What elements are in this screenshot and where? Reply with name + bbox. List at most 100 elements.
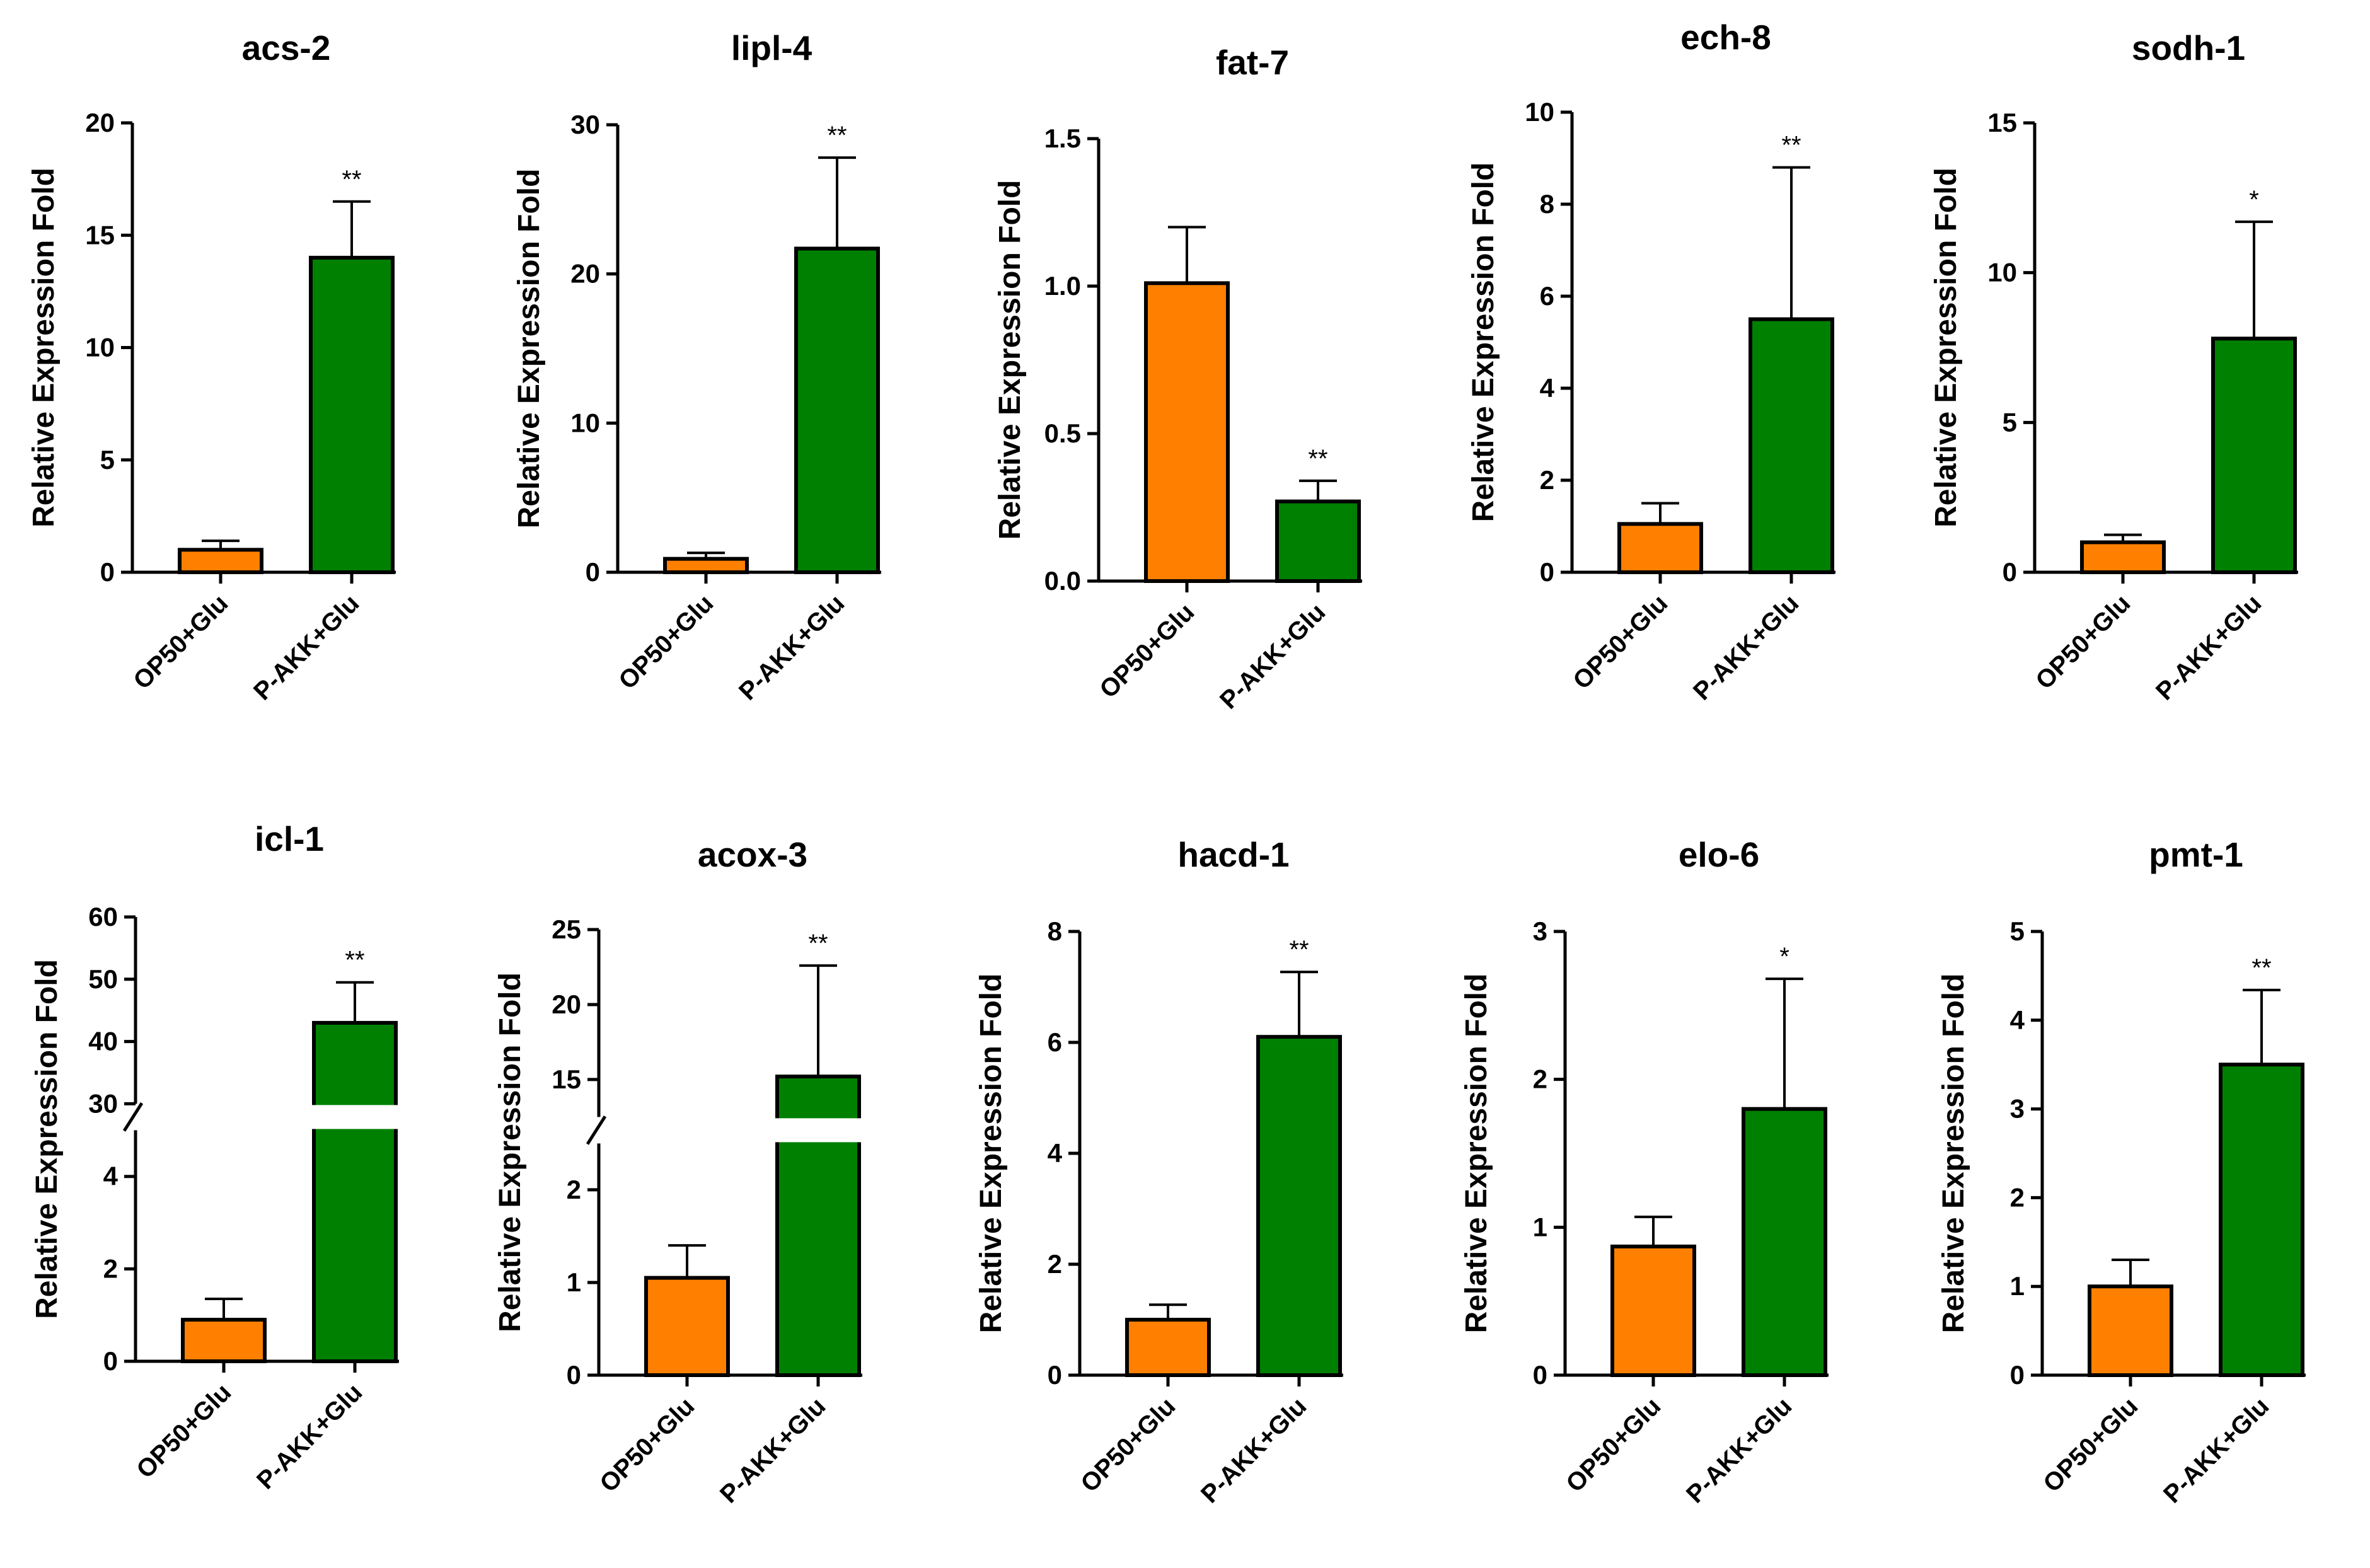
y-tick-label: 15 bbox=[552, 1064, 581, 1094]
y-tick-label: 0.5 bbox=[1044, 418, 1081, 448]
bar-p-akk-glu bbox=[312, 1020, 398, 1363]
y-tick-label: 0 bbox=[103, 1346, 118, 1376]
y-tick-label: 0.0 bbox=[1044, 566, 1081, 596]
y-tick-label: 1 bbox=[1533, 1212, 1547, 1242]
chart-title: hacd-1 bbox=[1177, 835, 1289, 874]
y-tick-label: 3 bbox=[2010, 1094, 2025, 1124]
x-tick-label: OP50+Glu bbox=[594, 1392, 700, 1497]
y-tick-label: 8 bbox=[1540, 189, 1554, 219]
bar-p-akk-glu bbox=[794, 246, 880, 574]
x-tick-label: P-AKK+Glu bbox=[1196, 1392, 1312, 1508]
x-tick-label: OP50+Glu bbox=[2038, 1392, 2143, 1497]
y-tick-label: 2 bbox=[567, 1175, 581, 1204]
x-tick-label: P-AKK+Glu bbox=[1681, 1392, 1797, 1508]
bar-op50-glu bbox=[1617, 522, 1703, 574]
y-tick-label: 0 bbox=[2010, 1360, 2025, 1390]
bar-p-akk-glu bbox=[2219, 1063, 2304, 1377]
axis-break-mark bbox=[122, 1102, 144, 1132]
bar-p-akk-glu bbox=[1275, 499, 1361, 584]
axis-break-mark bbox=[586, 1115, 607, 1145]
y-tick-label: 10 bbox=[1525, 97, 1554, 127]
y-tick-label: 8 bbox=[1048, 916, 1062, 946]
y-tick-label: 60 bbox=[88, 902, 118, 931]
x-tick-label: P-AKK+Glu bbox=[715, 1392, 831, 1508]
x-tick-label: P-AKK+Glu bbox=[251, 1378, 367, 1494]
bar-p-akk-glu bbox=[1256, 1035, 1342, 1377]
x-tick-label: OP50+Glu bbox=[1094, 598, 1199, 703]
y-tick-label: 0 bbox=[586, 557, 600, 587]
bar-op50-glu bbox=[663, 556, 749, 575]
y-axis-label: Relative Expression Fold bbox=[1937, 974, 1970, 1334]
x-tick-label: OP50+Glu bbox=[613, 589, 719, 695]
y-tick-label: 1 bbox=[2010, 1271, 2025, 1301]
y-tick-label: 3 bbox=[1533, 916, 1547, 946]
bar-p-akk-glu bbox=[1749, 317, 1834, 574]
significance-marker: ** bbox=[1308, 445, 1327, 473]
chart-title: ech-8 bbox=[1680, 18, 1771, 57]
x-tick-label: OP50+Glu bbox=[128, 589, 233, 695]
significance-marker: ** bbox=[1289, 936, 1309, 964]
x-tick-label: P-AKK+Glu bbox=[734, 589, 850, 705]
y-axis-label: Relative Expression Fold bbox=[512, 169, 546, 529]
y-tick-label: 20 bbox=[85, 108, 115, 137]
y-axis-label: Relative Expression Fold bbox=[27, 168, 61, 527]
x-tick-label: P-AKK+Glu bbox=[1215, 598, 1331, 714]
chart-title: acox-3 bbox=[698, 835, 807, 874]
significance-marker: * bbox=[1779, 943, 1789, 971]
significance-marker: ** bbox=[827, 122, 847, 149]
x-tick-label: OP50+Glu bbox=[1075, 1392, 1181, 1497]
bar-op50-glu bbox=[1610, 1244, 1696, 1377]
y-tick-label: 30 bbox=[570, 110, 600, 139]
y-tick-label: 0 bbox=[567, 1360, 581, 1390]
y-axis-label: Relative Expression Fold bbox=[974, 974, 1008, 1334]
y-tick-label: 0 bbox=[100, 557, 115, 587]
significance-marker: ** bbox=[808, 930, 828, 957]
significance-marker: * bbox=[2249, 186, 2259, 214]
y-axis-label: Relative Expression Fold bbox=[30, 959, 64, 1319]
chart-title: lipl-4 bbox=[731, 28, 812, 67]
y-tick-label: 2 bbox=[1533, 1064, 1547, 1094]
bar-op50-glu bbox=[178, 548, 263, 574]
y-tick-label: 6 bbox=[1048, 1027, 1062, 1057]
y-axis-label: Relative Expression Fold bbox=[993, 180, 1027, 540]
chart-title: icl-1 bbox=[255, 819, 324, 858]
y-tick-label: 2 bbox=[1540, 465, 1554, 495]
y-tick-label: 0 bbox=[1048, 1360, 1062, 1390]
bar-p-akk-glu bbox=[309, 255, 395, 574]
chart-title: sodh-1 bbox=[2132, 28, 2245, 67]
significance-marker: ** bbox=[2252, 954, 2271, 982]
y-tick-label: 25 bbox=[552, 914, 581, 944]
chart-title: fat-7 bbox=[1216, 43, 1289, 82]
y-tick-label: 2 bbox=[103, 1254, 118, 1283]
y-tick-label: 2 bbox=[2010, 1182, 2025, 1212]
y-tick-label: 30 bbox=[88, 1088, 118, 1118]
y-tick-label: 0 bbox=[2003, 557, 2017, 587]
y-tick-label: 0 bbox=[1533, 1360, 1547, 1390]
chart-title: elo-6 bbox=[1679, 835, 1759, 874]
x-tick-label: P-AKK+Glu bbox=[1688, 589, 1804, 705]
x-tick-label: OP50+Glu bbox=[131, 1378, 236, 1484]
significance-marker: ** bbox=[345, 947, 364, 974]
y-tick-label: 10 bbox=[85, 333, 115, 362]
x-tick-label: OP50+Glu bbox=[2030, 589, 2136, 695]
y-tick-label: 1 bbox=[567, 1267, 581, 1297]
x-tick-label: OP50+Glu bbox=[1568, 589, 1673, 695]
bar-op50-glu bbox=[644, 1276, 730, 1377]
y-axis-label: Relative Expression Fold bbox=[1460, 974, 1493, 1334]
bar-op50-glu bbox=[181, 1318, 267, 1363]
y-tick-label: 15 bbox=[85, 220, 115, 250]
y-tick-label: 5 bbox=[2003, 407, 2017, 437]
y-tick-label: 15 bbox=[1987, 108, 2017, 137]
y-tick-label: 10 bbox=[1987, 258, 2017, 287]
y-tick-label: 20 bbox=[570, 259, 600, 289]
chart-title: acs-2 bbox=[242, 28, 331, 67]
y-axis-label: Relative Expression Fold bbox=[494, 972, 527, 1332]
x-tick-label: P-AKK+Glu bbox=[2151, 589, 2267, 705]
y-tick-label: 20 bbox=[552, 989, 581, 1019]
bar-break-gap bbox=[311, 1105, 398, 1129]
y-tick-label: 4 bbox=[103, 1162, 118, 1191]
y-tick-label: 6 bbox=[1540, 281, 1554, 311]
y-tick-label: 0 bbox=[1540, 557, 1554, 587]
bar-p-akk-glu bbox=[1742, 1107, 1827, 1377]
